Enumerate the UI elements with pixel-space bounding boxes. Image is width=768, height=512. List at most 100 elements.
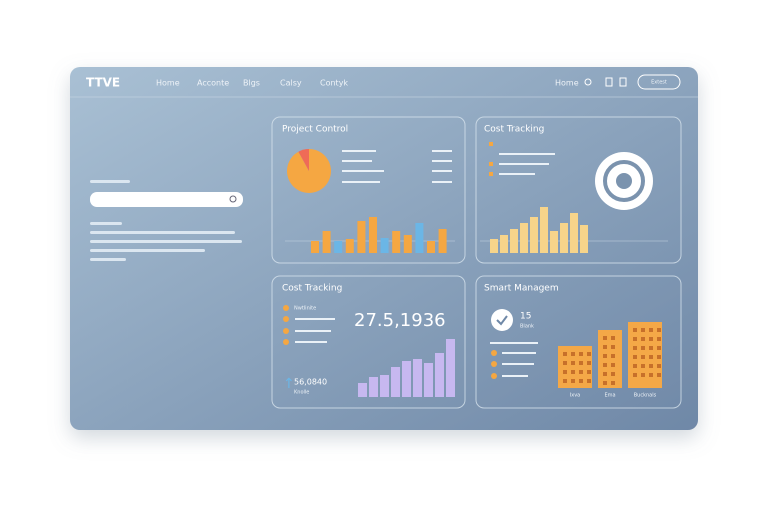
- window: [611, 372, 615, 376]
- window: [611, 363, 615, 367]
- bar: [510, 229, 518, 253]
- bar: [358, 383, 367, 397]
- button-label[interactable]: Extest: [651, 80, 667, 86]
- icon: [283, 316, 289, 322]
- stat: 56,0840: [294, 378, 327, 387]
- text-line: [432, 150, 452, 152]
- search-icon: [229, 195, 237, 203]
- window: [611, 381, 615, 385]
- window: [641, 346, 645, 350]
- window: [563, 370, 567, 374]
- bar: [380, 238, 389, 253]
- window: [657, 337, 661, 341]
- icon: [283, 339, 289, 345]
- window: [603, 363, 607, 367]
- nav-link[interactable]: Home: [156, 79, 180, 88]
- window: [633, 337, 637, 341]
- text-line: [295, 330, 331, 332]
- text-line: [499, 153, 555, 155]
- nav-link[interactable]: Contyk: [320, 79, 348, 88]
- window: [571, 352, 575, 356]
- bar: [530, 217, 538, 253]
- window: [649, 337, 653, 341]
- window: [657, 364, 661, 368]
- sidebar: [90, 180, 243, 261]
- window: [579, 370, 583, 374]
- window: [603, 345, 607, 349]
- bar: [520, 223, 528, 253]
- window: [563, 361, 567, 365]
- window: [587, 379, 591, 383]
- text-line: [432, 160, 452, 162]
- window: [641, 373, 645, 377]
- window: [641, 337, 645, 341]
- text-line: [499, 173, 535, 175]
- bar: [322, 231, 331, 253]
- search-icon[interactable]: [584, 78, 592, 86]
- nav-link[interactable]: Calsy: [280, 79, 302, 88]
- window: [571, 361, 575, 365]
- icon: [283, 328, 289, 334]
- bar: [402, 361, 411, 397]
- panel-title: Cost Tracking: [282, 284, 342, 294]
- bar: [369, 217, 377, 253]
- text-line: [295, 318, 335, 320]
- window: [579, 379, 583, 383]
- bar: [345, 239, 354, 253]
- window: [563, 352, 567, 356]
- stat-label: Blank: [520, 324, 534, 330]
- text-line: [90, 180, 130, 183]
- search-box[interactable]: [90, 192, 243, 207]
- list-item: Nwtlinite: [294, 306, 316, 312]
- window: [603, 372, 607, 376]
- window: [603, 381, 607, 385]
- bar: [357, 221, 366, 253]
- icon[interactable]: [619, 77, 627, 87]
- bar: [413, 359, 422, 397]
- bar-label: Ixva: [570, 393, 580, 399]
- building-bar: [598, 330, 622, 388]
- stat: 15: [520, 312, 531, 322]
- text-line: [342, 181, 380, 183]
- button[interactable]: [637, 74, 681, 90]
- panel: [271, 116, 466, 264]
- panel-title: Cost Tracking: [484, 125, 544, 135]
- window: [633, 364, 637, 368]
- window: [649, 355, 653, 359]
- bar: [369, 377, 378, 397]
- icon: [491, 373, 497, 379]
- window: [657, 346, 661, 350]
- text-line: [342, 160, 372, 162]
- window: [633, 346, 637, 350]
- window: [611, 345, 615, 349]
- window: [571, 370, 575, 374]
- stat-label: Knolle: [294, 390, 309, 396]
- icon[interactable]: [605, 77, 613, 87]
- panel-title: Project Control: [282, 125, 348, 135]
- nav-link[interactable]: Blgs: [243, 79, 260, 88]
- text-line: [432, 181, 452, 183]
- bar-label: Bucknals: [634, 393, 657, 399]
- window: [657, 355, 661, 359]
- icon: [491, 350, 497, 356]
- nav-link[interactable]: Home: [555, 79, 579, 88]
- text-line: [90, 240, 242, 243]
- bar: [446, 339, 455, 397]
- bar: [550, 231, 558, 253]
- nav-link[interactable]: Acconte: [197, 79, 229, 88]
- bar-label: Ema: [604, 393, 615, 399]
- bar: [403, 235, 412, 253]
- pie-slice: [298, 149, 309, 171]
- window: [587, 361, 591, 365]
- bar: [311, 241, 319, 253]
- text-line: [90, 222, 122, 225]
- bar: [391, 367, 400, 397]
- window: [611, 336, 615, 340]
- icon: [489, 162, 493, 166]
- window: [611, 354, 615, 358]
- bar: [580, 225, 588, 253]
- window: [603, 336, 607, 340]
- window: [649, 364, 653, 368]
- window: [579, 352, 583, 356]
- check-icon: [491, 309, 513, 331]
